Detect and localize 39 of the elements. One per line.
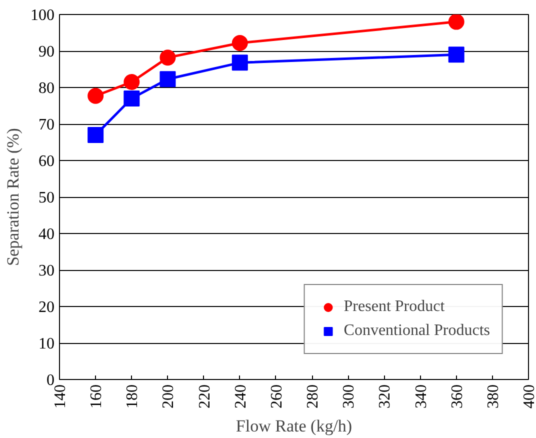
y-tick-label: 10 bbox=[38, 336, 54, 352]
x-axis-title: Flow Rate (kg/h) bbox=[236, 416, 352, 436]
point bbox=[88, 126, 104, 143]
x-tick-label: 160 bbox=[88, 384, 106, 408]
x-tick-label: 380 bbox=[484, 384, 502, 408]
legend-label: Conventional Products bbox=[344, 322, 490, 340]
y-tick-label: 90 bbox=[38, 44, 54, 60]
point bbox=[160, 50, 176, 66]
y-axis-title: Separation Rate (%) bbox=[4, 128, 22, 266]
x-tick-label: 280 bbox=[304, 384, 322, 408]
y-tick-label: 70 bbox=[38, 116, 54, 134]
point bbox=[448, 14, 464, 30]
point bbox=[448, 46, 464, 63]
x-tick-label: 260 bbox=[268, 384, 286, 408]
legend-label: Present Product bbox=[344, 298, 445, 316]
x-tick-label: 360 bbox=[448, 384, 466, 408]
y-tick-label: 30 bbox=[38, 262, 54, 280]
x-tick-label: 180 bbox=[124, 384, 142, 408]
x-tick-label: 220 bbox=[196, 384, 214, 408]
x-tick-label: 140 bbox=[52, 384, 69, 408]
x-tick-label: 200 bbox=[160, 384, 178, 408]
y-tick-label: 100 bbox=[30, 7, 54, 24]
y-tick-label: 60 bbox=[38, 153, 54, 170]
y-tick-label: 40 bbox=[38, 226, 54, 243]
x-tick-label: 320 bbox=[376, 384, 394, 408]
point bbox=[232, 54, 248, 71]
x-tick-label: 300 bbox=[340, 384, 358, 408]
x-tick-label: 240 bbox=[232, 384, 250, 408]
x-tick-label: 400 bbox=[521, 384, 536, 408]
y-tick-label: 80 bbox=[38, 80, 54, 97]
y-tick-label: 20 bbox=[38, 299, 54, 316]
y-tick-label: 50 bbox=[38, 190, 54, 206]
point bbox=[88, 88, 104, 104]
point bbox=[232, 34, 248, 51]
x-tick-label: 340 bbox=[412, 384, 430, 408]
point bbox=[160, 71, 176, 88]
point bbox=[124, 74, 140, 90]
y-tick-label: 0 bbox=[46, 372, 54, 389]
point bbox=[124, 90, 140, 106]
